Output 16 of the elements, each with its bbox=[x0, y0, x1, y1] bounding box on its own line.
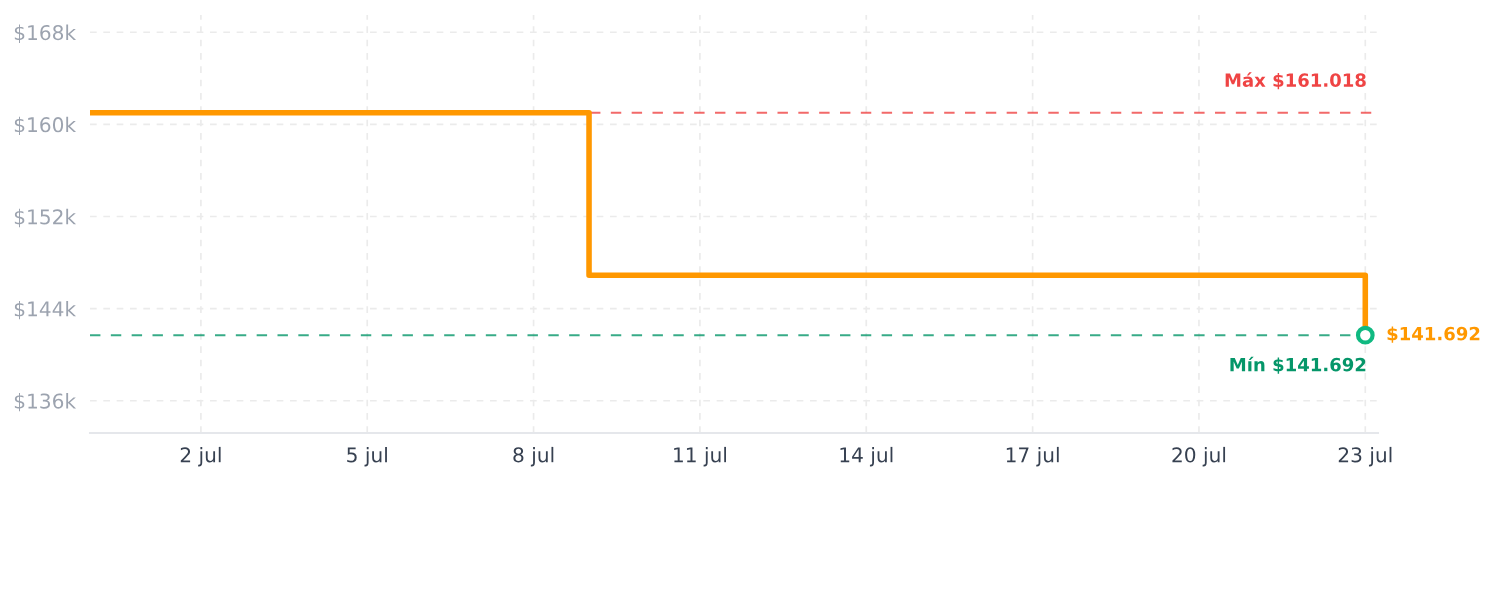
x-tick-label: 20 jul bbox=[1172, 446, 1226, 467]
x-tick-label: 2 jul bbox=[180, 446, 221, 467]
x-tick-label: 14 jul bbox=[840, 446, 893, 467]
x-tick-label: 8 jul bbox=[513, 446, 554, 467]
ref-line-label: Mín $141.692 bbox=[1230, 356, 1366, 374]
ref-line-label: Máx $161.018 bbox=[1225, 72, 1366, 90]
x-tick-label: 5 jul bbox=[347, 446, 387, 467]
y-tick-label: $152k bbox=[14, 208, 77, 228]
data-label: $141.692 bbox=[1387, 326, 1480, 343]
y-tick-label: $168k bbox=[14, 24, 77, 43]
y-tick-label: $160k bbox=[14, 116, 77, 136]
y-tick-label: $136k bbox=[14, 393, 77, 412]
x-tick-label: 17 jul bbox=[1006, 446, 1059, 467]
y-tick-label: $144k bbox=[14, 300, 77, 320]
x-tick-label: 11 jul bbox=[674, 446, 727, 467]
x-tick-label: 23 jul bbox=[1338, 446, 1392, 467]
